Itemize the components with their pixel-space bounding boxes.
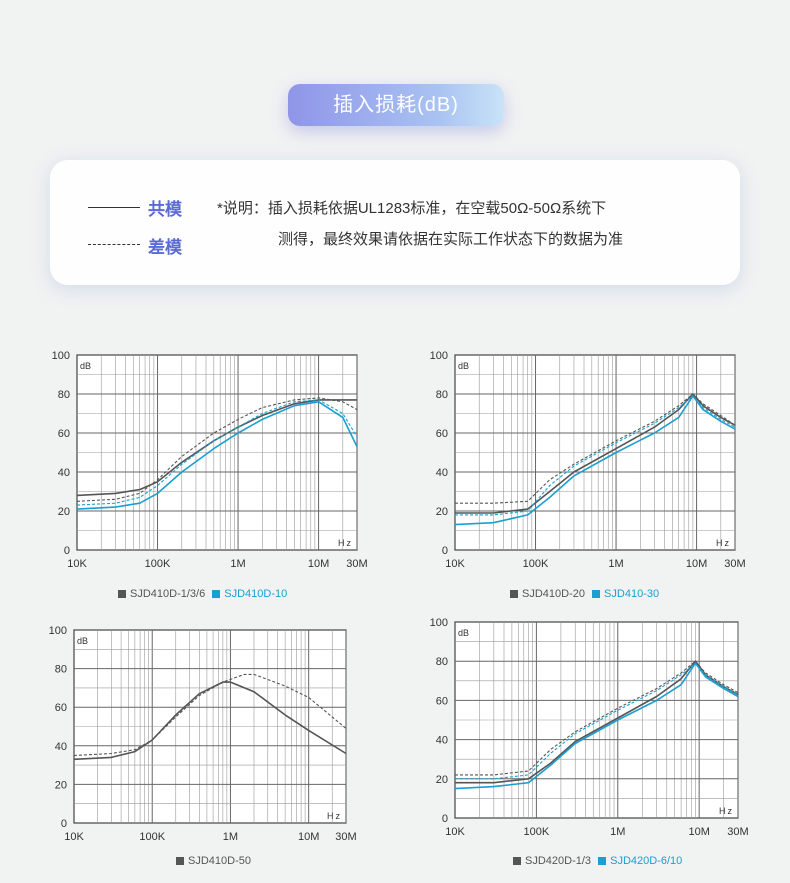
legend-entry: SJD420D-1/3 <box>525 855 592 867</box>
legend-swatch-blue <box>598 857 607 866</box>
x-tick-label: 100K <box>524 826 550 838</box>
y-tick-label: 0 <box>442 545 448 557</box>
y-tick-label: 60 <box>55 702 67 714</box>
legend-entry: SJD420D-6/10 <box>610 855 683 867</box>
y-axis-unit: dB <box>80 361 91 371</box>
x-axis-unit: Hz <box>338 538 353 548</box>
y-axis-unit: dB <box>77 636 88 646</box>
y-tick-label: 80 <box>436 389 448 401</box>
legend-card: 共模 差模 *说明：插入损耗依据UL1283标准，在空载50Ω-50Ω系统下 测… <box>50 160 740 285</box>
legend-swatch-gray <box>513 857 521 866</box>
y-tick-label: 0 <box>61 818 67 830</box>
legend-entry: SJD410-30 <box>604 588 660 600</box>
x-tick-label: 10K <box>67 558 87 570</box>
y-tick-label: 40 <box>436 735 448 747</box>
x-tick-label: 30M <box>727 826 748 838</box>
x-tick-label: 100K <box>145 558 171 570</box>
x-tick-label: 30M <box>724 558 745 570</box>
x-tick-label: 10K <box>64 831 84 843</box>
y-tick-label: 60 <box>58 428 70 440</box>
series-line <box>455 662 739 780</box>
y-tick-label: 40 <box>58 467 70 479</box>
page-title: 插入损耗(dB) <box>288 84 504 126</box>
x-tick-label: 1M <box>610 826 625 838</box>
x-tick-label: 10M <box>688 826 709 838</box>
x-tick-label: 100K <box>523 558 549 570</box>
y-tick-label: 40 <box>55 741 67 753</box>
series-line <box>455 660 739 776</box>
x-tick-label: 10K <box>445 826 465 838</box>
x-axis-unit: Hz <box>719 806 734 816</box>
y-tick-label: 80 <box>436 656 448 668</box>
series-line <box>454 662 739 790</box>
y-tick-label: 60 <box>436 695 448 707</box>
chart-3-legend: SJD410D-50 <box>176 855 251 867</box>
note-line-2: 测得，最终效果请依据在实际工作状态下的数据为准 <box>278 231 624 248</box>
series-line <box>455 395 736 516</box>
x-axis-unit: Hz <box>716 538 731 548</box>
y-tick-label: 40 <box>436 467 448 479</box>
legend-swatch-blue <box>212 590 221 599</box>
common-mode-label: 共模 <box>148 200 182 219</box>
y-tick-label: 20 <box>55 779 67 791</box>
series-line <box>76 399 358 506</box>
common-mode-line-sample <box>88 207 140 208</box>
y-tick-label: 100 <box>52 350 70 362</box>
legend-swatch-gray <box>510 590 518 599</box>
series-line <box>76 400 358 510</box>
x-axis-unit: Hz <box>327 811 342 821</box>
diff-mode-line-sample <box>88 244 140 245</box>
y-tick-label: 80 <box>55 664 67 676</box>
x-tick-label: 1M <box>608 558 623 570</box>
y-tick-label: 80 <box>58 389 70 401</box>
series-line <box>455 393 736 514</box>
legend-swatch-blue <box>592 590 601 599</box>
y-tick-label: 100 <box>49 625 67 637</box>
legend-entry: SJD410D-20 <box>522 588 585 600</box>
y-axis-unit: dB <box>458 628 469 638</box>
y-axis-unit: dB <box>458 361 469 371</box>
series-line <box>454 395 736 526</box>
y-tick-label: 100 <box>430 617 448 629</box>
x-tick-label: 10M <box>298 831 319 843</box>
y-tick-label: 100 <box>430 350 448 362</box>
legend-swatch-gray <box>118 590 126 599</box>
y-tick-label: 20 <box>58 506 70 518</box>
chart-1-legend: SJD410D-1/3/6 SJD410D-10 <box>118 588 287 600</box>
x-tick-label: 1M <box>230 558 245 570</box>
x-tick-label: 10M <box>686 558 707 570</box>
y-tick-label: 0 <box>442 813 448 825</box>
x-tick-label: 100K <box>139 831 165 843</box>
y-tick-label: 20 <box>436 506 448 518</box>
legend-entry: SJD410D-10 <box>224 588 288 600</box>
diff-mode-label: 差模 <box>148 238 182 257</box>
y-tick-label: 20 <box>436 774 448 786</box>
x-tick-label: 1M <box>223 831 238 843</box>
legend-swatch-gray <box>176 857 184 866</box>
chart-4-legend: SJD420D-1/3 SJD420D-6/10 <box>513 855 682 867</box>
x-tick-label: 10K <box>445 558 465 570</box>
legend-entry: SJD410D-1/3/6 <box>130 588 206 600</box>
series-line <box>73 681 347 761</box>
x-tick-label: 30M <box>335 831 356 843</box>
y-tick-label: 0 <box>64 545 70 557</box>
x-tick-label: 30M <box>346 558 367 570</box>
x-tick-label: 10M <box>308 558 329 570</box>
series-line <box>455 393 736 504</box>
series-line <box>455 660 739 784</box>
y-tick-label: 60 <box>436 428 448 440</box>
note-line-1: *说明：插入损耗依据UL1283标准，在空载50Ω-50Ω系统下 <box>217 200 607 217</box>
series-line <box>73 673 347 757</box>
legend-entry: SJD410D-50 <box>188 855 251 867</box>
chart-2-legend: SJD410D-20 SJD410-30 <box>510 588 659 600</box>
series-line <box>76 397 358 502</box>
